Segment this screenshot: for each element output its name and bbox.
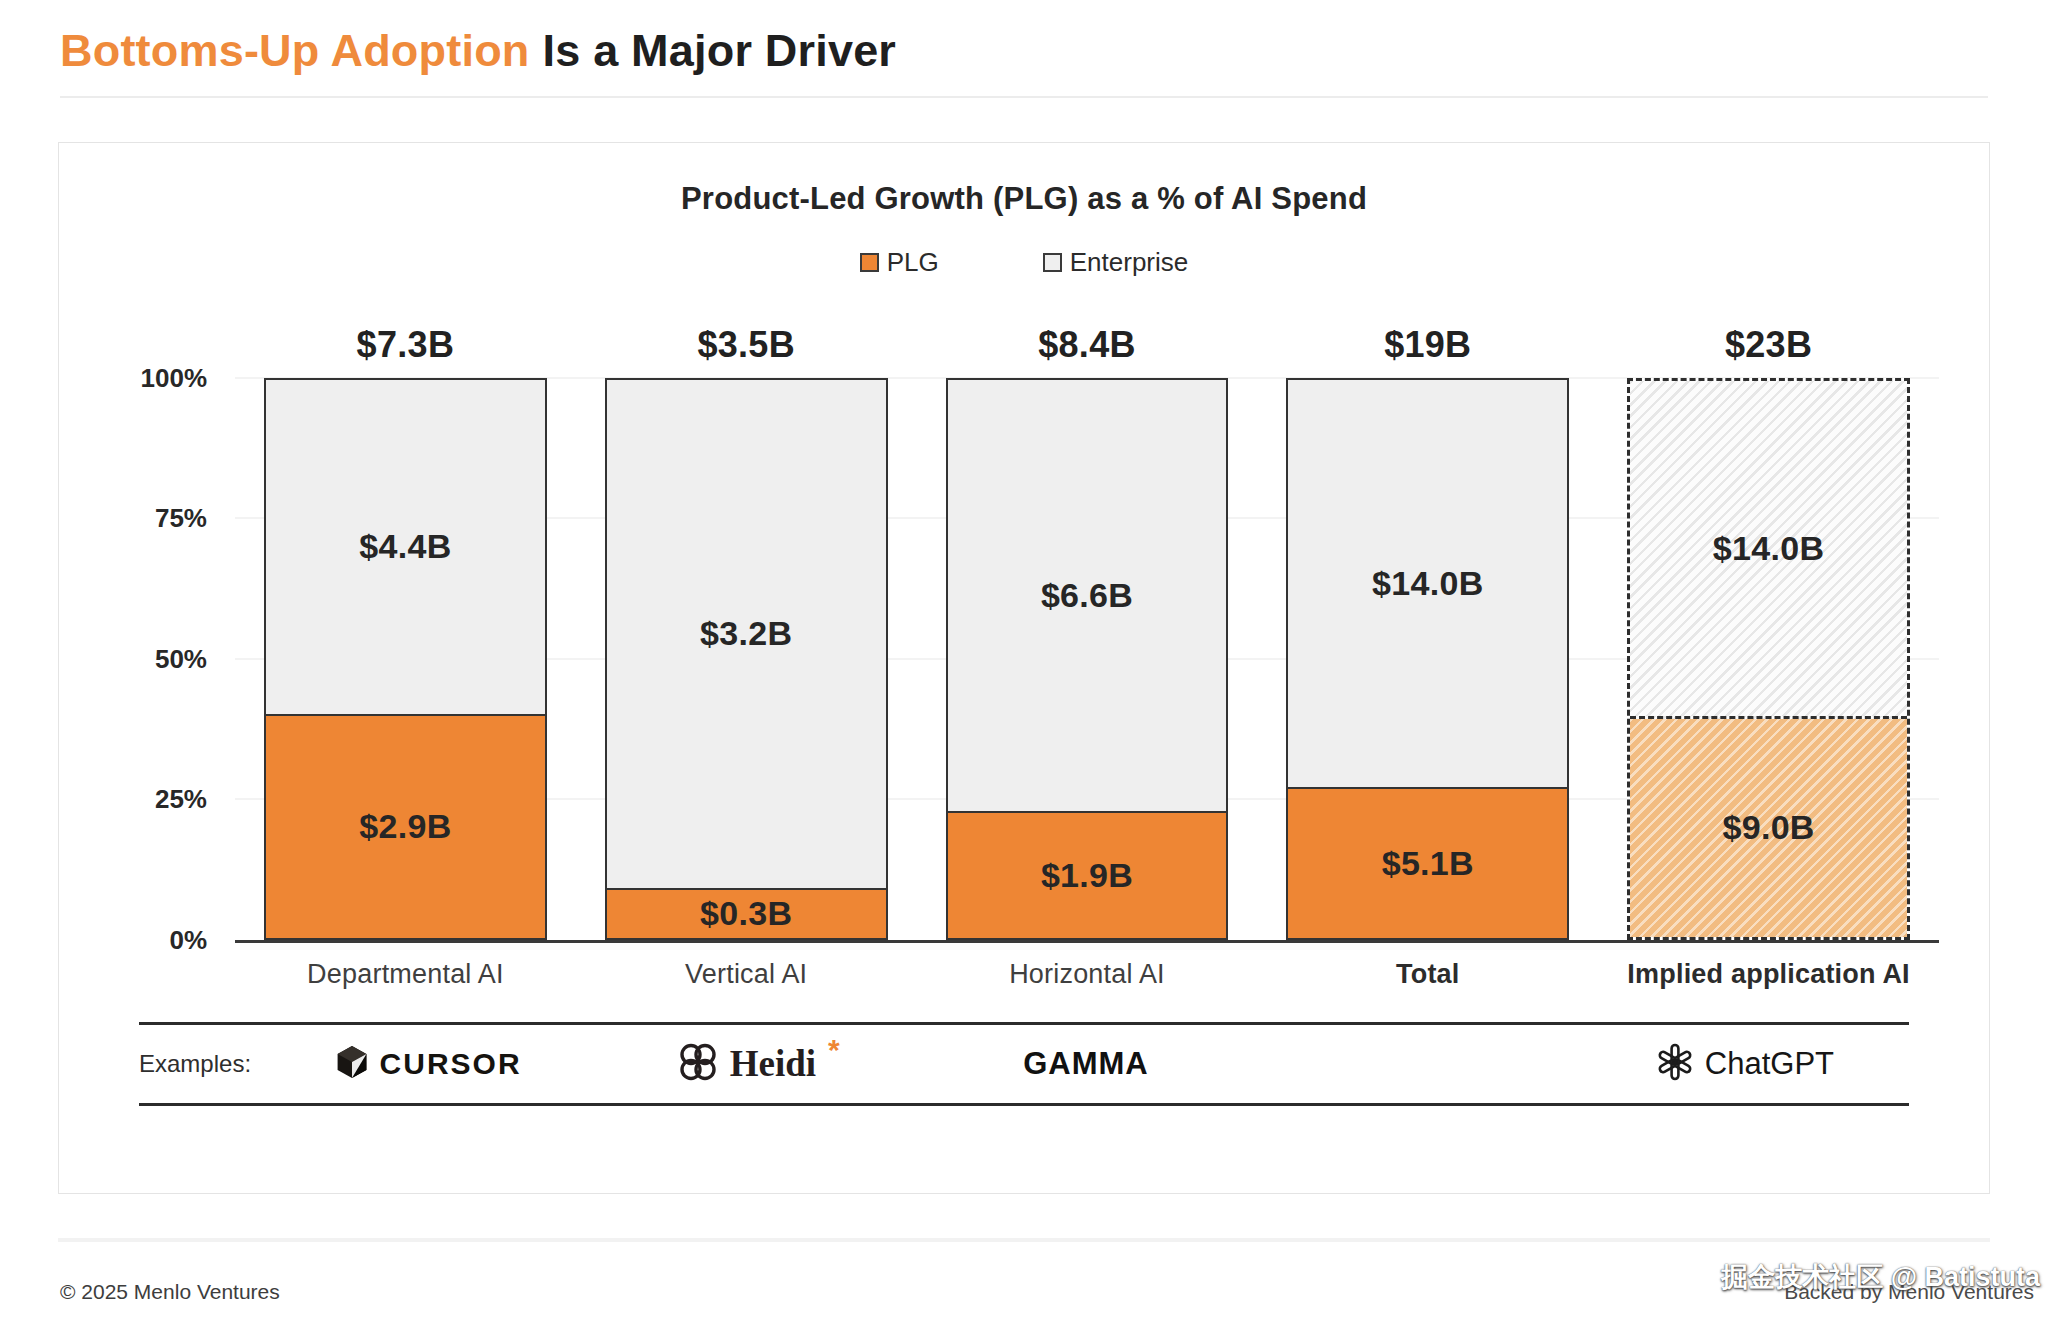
page-title-accent: Bottoms-Up Adoption	[60, 25, 530, 76]
y-axis-tick: 75%	[155, 503, 207, 534]
bar-slot: $14.0B $9.0B	[1598, 378, 1939, 940]
openai-icon	[1655, 1042, 1695, 1086]
chart-area: $7.3B$3.5B$8.4B$19B$23B 0%25%50%75%100% …	[85, 312, 1963, 990]
backed-by-text: Backed by Menlo Ventures 掘金技术社区 @ Batist…	[1784, 1258, 2034, 1304]
legend-swatch-enterprise	[1043, 253, 1062, 272]
bar-total: $19B	[1257, 324, 1598, 366]
bar-slot: $4.4B $2.9B	[235, 378, 576, 940]
category-label: Horizontal AI	[917, 959, 1258, 990]
y-axis-tick: 25%	[155, 784, 207, 815]
plg-segment: $9.0B	[1630, 719, 1907, 937]
enterprise-segment-value: $4.4B	[359, 527, 451, 566]
stacked-bar: $3.2B $0.3B	[605, 378, 888, 940]
heidi-asterisk: *	[828, 1033, 840, 1067]
plg-segment-value: $5.1B	[1382, 844, 1474, 883]
plg-segment: $1.9B	[948, 813, 1227, 938]
plot-area: $4.4B $2.9B $3.2B $0.3B $6.6B $1.9B $14.0B $5.1…	[235, 378, 1939, 943]
enterprise-segment-value: $14.0B	[1713, 529, 1824, 568]
stacked-bar: $6.6B $1.9B	[946, 378, 1229, 940]
logo-chatgpt: ChatGPT	[1580, 1042, 1909, 1086]
bar-total: $7.3B	[235, 324, 576, 366]
enterprise-segment-value: $6.6B	[1041, 576, 1133, 615]
category-label: Vertical AI	[576, 959, 917, 990]
bar-slot: $6.6B $1.9B	[917, 378, 1258, 940]
chart-title: Product-Led Growth (PLG) as a % of AI Sp…	[85, 181, 1963, 217]
bar-total: $8.4B	[917, 324, 1258, 366]
legend-item-enterprise: Enterprise	[1043, 247, 1189, 278]
cursor-icon	[334, 1044, 370, 1084]
enterprise-segment: $4.4B	[266, 380, 545, 716]
plg-segment: $5.1B	[1288, 789, 1567, 938]
plg-segment: $0.3B	[607, 890, 886, 938]
gamma-wordmark: GAMMA	[1023, 1046, 1149, 1082]
bar-total: $3.5B	[576, 324, 917, 366]
legend-label-enterprise: Enterprise	[1070, 247, 1189, 278]
enterprise-segment-value: $14.0B	[1372, 564, 1483, 603]
category-label: Departmental AI	[235, 959, 576, 990]
page-header: Bottoms-Up Adoption Is a Major Driver	[0, 0, 2048, 76]
watermark-text: 掘金技术社区 @ Batistuta	[1721, 1259, 2040, 1295]
plg-segment-value: $9.0B	[1722, 808, 1814, 847]
category-label: Implied application AI	[1598, 959, 1939, 990]
enterprise-segment: $6.6B	[948, 380, 1227, 813]
plg-segment-value: $1.9B	[1041, 856, 1133, 895]
copyright-text: © 2025 Menlo Ventures	[60, 1280, 280, 1304]
y-axis-tick: 100%	[141, 362, 208, 393]
chart-card: Product-Led Growth (PLG) as a % of AI Sp…	[58, 142, 1990, 1194]
category-labels-row: Departmental AIVertical AIHorizontal AIT…	[235, 943, 1939, 990]
bar-slot: $3.2B $0.3B	[576, 378, 917, 940]
enterprise-segment: $3.2B	[607, 380, 886, 890]
enterprise-segment: $14.0B	[1630, 381, 1907, 719]
bar-slot: $14.0B $5.1B	[1257, 378, 1598, 940]
logo-heidi: Heidi *	[592, 1040, 921, 1088]
y-axis-tick: 50%	[155, 643, 207, 674]
enterprise-segment-value: $3.2B	[700, 614, 792, 653]
plg-segment-value: $2.9B	[359, 807, 451, 846]
legend: PLG Enterprise	[85, 247, 1963, 278]
examples-label: Examples:	[139, 1050, 263, 1078]
logo-cursor: CURSOR	[263, 1044, 592, 1084]
stacked-bar: $14.0B $5.1B	[1286, 378, 1569, 940]
stacked-bar: $14.0B $9.0B	[1627, 378, 1910, 940]
footer: © 2025 Menlo Ventures Backed by Menlo Ve…	[0, 1258, 2048, 1304]
chatgpt-wordmark: ChatGPT	[1705, 1046, 1834, 1082]
y-axis: 0%25%50%75%100%	[85, 378, 235, 940]
page-title: Bottoms-Up Adoption Is a Major Driver	[60, 26, 1988, 76]
legend-label-plg: PLG	[887, 247, 939, 278]
bar-total: $23B	[1598, 324, 1939, 366]
legend-item-plg: PLG	[860, 247, 939, 278]
footer-divider	[58, 1238, 1990, 1242]
stacked-bar: $4.4B $2.9B	[264, 378, 547, 940]
plg-segment-value: $0.3B	[700, 894, 792, 933]
cursor-wordmark: CURSOR	[380, 1047, 522, 1081]
category-label: Total	[1257, 959, 1598, 990]
examples-band: Examples: CURSOR Heid	[139, 1022, 1909, 1106]
enterprise-segment: $14.0B	[1288, 380, 1567, 789]
page-title-rest: Is a Major Driver	[543, 25, 897, 76]
plg-segment: $2.9B	[266, 716, 545, 938]
heidi-icon	[676, 1040, 720, 1088]
bars-row: $4.4B $2.9B $3.2B $0.3B $6.6B $1.9B $14.0B $5.1…	[235, 378, 1939, 940]
heidi-wordmark: Heidi	[730, 1042, 816, 1085]
y-axis-tick: 0%	[169, 924, 207, 955]
logo-gamma: GAMMA	[921, 1046, 1250, 1082]
title-divider	[60, 96, 1988, 98]
legend-swatch-plg	[860, 253, 879, 272]
totals-row: $7.3B$3.5B$8.4B$19B$23B	[235, 312, 1939, 378]
